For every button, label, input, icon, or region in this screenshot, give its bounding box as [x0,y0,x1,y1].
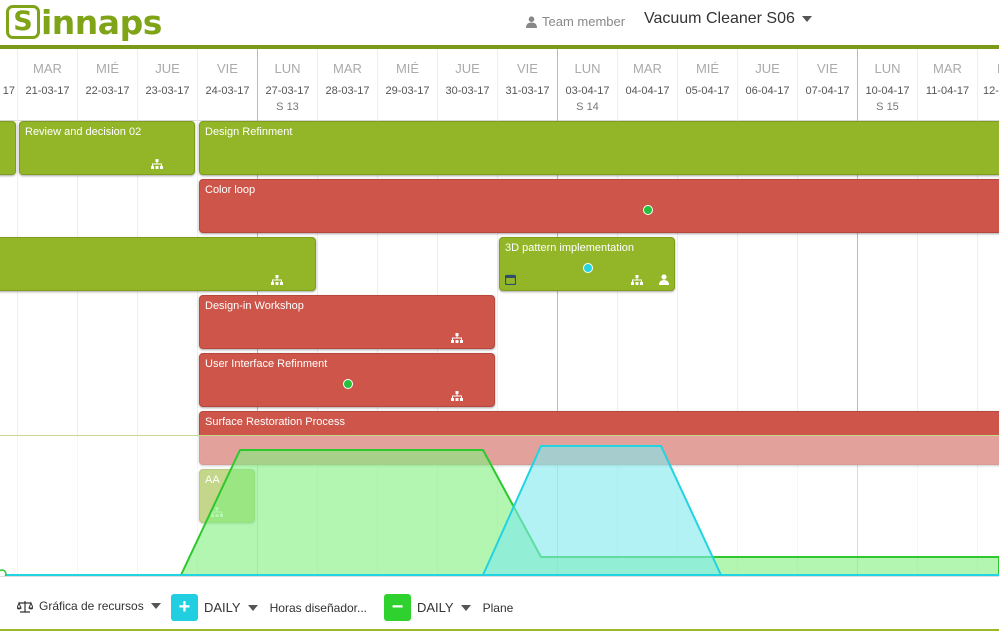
task-label: Color loop [205,184,256,196]
resource-1-group: + DAILY Horas diseñador... [171,594,367,621]
resource-chart-label: Gráfica de recursos [39,599,144,613]
grid-line [137,120,138,575]
grid-line [497,120,498,575]
task-review-decision[interactable]: Review and decision 02 [19,121,195,175]
day-column: MAR 11-04-17 [917,49,977,120]
chevron-down-icon [460,604,471,611]
grid-line [677,120,678,575]
grid-line [737,120,738,575]
grid-line [797,120,798,575]
day-column: JUE 06-04-17 [737,49,797,120]
app-header: S innaps Team member Vacuum Cleaner S06 [0,0,999,49]
day-column: MAR 21-03-17 [17,49,77,120]
task-bar-partial[interactable] [0,121,16,175]
task-label: 3D pattern implementation [505,242,635,254]
status-dot-icon[interactable] [343,379,353,389]
add-resource-button[interactable]: + [171,594,198,621]
hierarchy-icon[interactable] [271,275,283,285]
chevron-down-icon [150,603,161,609]
grid-line [197,120,198,575]
day-column: VIE 07-04-17 [797,49,857,120]
task-design-refinment[interactable]: Design Refinment [199,121,999,175]
day-column: VIE 31-03-17 [497,49,557,120]
chevron-down-icon [247,604,258,611]
logo-text: innaps [41,2,162,42]
resource-chart-top-line [0,435,999,436]
team-member-button[interactable]: Team member [526,14,625,29]
day-column: MIÉ 22-03-17 [77,49,137,120]
gantt-grid: Review and decision 02 Design Refinment … [0,120,999,575]
task-label: Review and decision 02 [25,126,142,138]
hierarchy-icon[interactable] [451,333,463,343]
resource-2-group: − DAILY Plane [384,594,513,621]
period-value: DAILY [417,600,454,615]
day-column: M12- [977,49,999,120]
task-label: Surface Restoration Process [205,416,346,428]
period-value: DAILY [204,600,241,615]
period-select-1[interactable]: DAILY [204,600,258,615]
day-column: LUN 10-04-17 S 15 [857,49,917,120]
hierarchy-icon[interactable] [451,391,463,401]
day-column: MIÉ 29-03-17 [377,49,437,120]
day-column: MIÉ 05-04-17 [677,49,737,120]
week-number: S 14 [576,101,599,113]
user-icon [526,15,537,28]
period-select-2[interactable]: DAILY [417,600,471,615]
chevron-down-icon [801,16,812,22]
day-column: JUE 30-03-17 [437,49,497,120]
day-column: MAR 04-04-17 [617,49,677,120]
hierarchy-icon[interactable] [631,275,643,285]
hierarchy-icon[interactable] [151,159,163,169]
task-design-in-workshop[interactable]: Design-in Workshop [199,295,495,349]
task-label: Design Refinment [205,126,293,138]
project-title: Vacuum Cleaner S06 [644,10,795,27]
week-number: S 15 [876,101,899,113]
footer-divider [0,629,999,631]
grid-line [617,120,618,575]
grid-line [17,120,18,575]
resource-chart-handle[interactable] [0,569,7,576]
status-dot-icon[interactable] [583,263,593,273]
resource-footer: Gráfica de recursos + DAILY Horas diseña… [0,576,999,639]
balance-scale-icon [17,600,33,613]
resource-name-1[interactable]: Horas diseñador... [269,600,367,615]
task-bar-partial[interactable] [0,237,316,291]
grid-line [557,120,558,575]
sinnaps-logo[interactable]: S innaps [6,2,162,42]
calendar-header: 17 MAR 21-03-17 MIÉ 22-03-17 JUE 23-03-17 V… [0,49,999,121]
task-3d-pattern[interactable]: 3D pattern implementation [499,237,675,291]
user-icon[interactable] [659,274,669,285]
grid-line [857,120,858,575]
day-column: LUN 03-04-17 S 14 [557,49,617,120]
day-column: MAR 28-03-17 [317,49,377,120]
resource-name-2[interactable]: Plane [482,600,514,615]
day-column: JUE 23-03-17 [137,49,197,120]
task-label: Design-in Workshop [205,300,304,312]
grid-line [977,120,978,575]
grid-line [917,120,918,575]
project-selector[interactable]: Vacuum Cleaner S06 [644,10,812,28]
week-number: S 13 [276,101,299,113]
grid-line [77,120,78,575]
task-color-loop[interactable]: Color loop [199,179,999,233]
status-dot-icon[interactable] [643,205,653,215]
resource-chart-dropdown[interactable]: Gráfica de recursos [17,599,161,613]
remove-resource-button[interactable]: − [384,594,411,621]
resource-chart [0,435,999,576]
task-label: AA [205,474,220,486]
task-ui-refinment[interactable]: User Interface Refinment [199,353,495,407]
day-column: VIE 24-03-17 [197,49,257,120]
day-column: LUN 27-03-17 S 13 [257,49,317,120]
task-label: User Interface Refinment [205,358,328,370]
team-member-label: Team member [542,14,626,29]
calendar-icon[interactable] [505,274,516,285]
day-column: 17 [0,49,17,120]
logo-letter: S [6,5,40,39]
